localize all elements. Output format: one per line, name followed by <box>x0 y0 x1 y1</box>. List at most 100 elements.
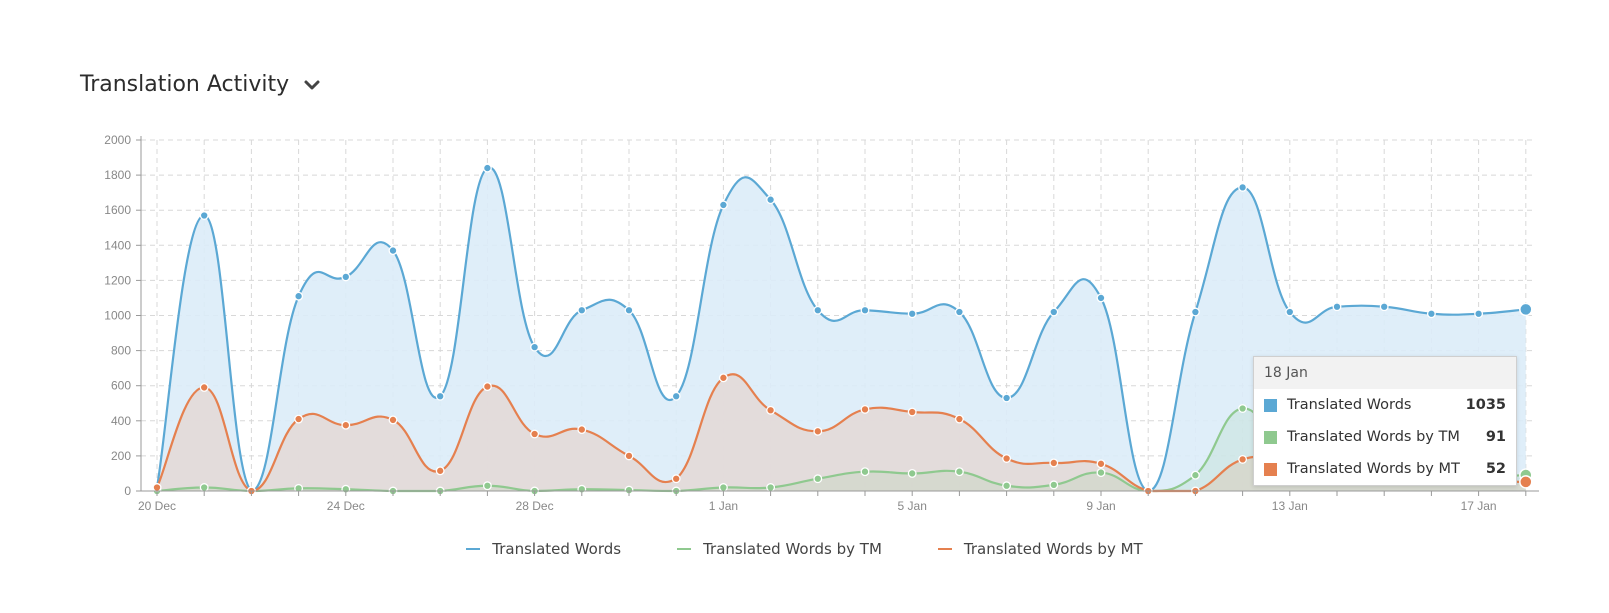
point-translated-words <box>482 163 492 173</box>
point-translated-words-mt <box>624 451 634 461</box>
tooltip-row: Translated Words by MT 52 <box>1254 453 1516 485</box>
y-tick-label: 1400 <box>104 238 131 252</box>
tooltip-row: Translated Words by TM 91 <box>1254 421 1516 453</box>
point-translated-words <box>1285 307 1295 317</box>
point-translated-words-tm <box>766 483 776 492</box>
point-translated-words <box>718 200 728 210</box>
tooltip-label: Translated Words by TM <box>1287 429 1460 445</box>
point-translated-words-tm <box>907 469 917 478</box>
point-translated-words-mt <box>766 405 776 415</box>
legend-label: Translated Words by TM <box>703 540 882 558</box>
point-translated-words <box>1426 309 1436 319</box>
tooltip-date: 18 Jan <box>1254 357 1516 389</box>
point-translated-words-tm <box>1049 480 1059 490</box>
legend-swatch <box>466 548 481 550</box>
x-tick-label: 17 Jan <box>1461 499 1497 513</box>
point-translated-words <box>577 305 587 315</box>
point-translated-words-tm <box>718 483 728 492</box>
point-translated-words <box>1096 293 1106 303</box>
point-translated-words-tm <box>199 483 209 492</box>
point-translated-words-tm <box>813 474 823 484</box>
point-translated-words <box>1049 307 1059 317</box>
point-translated-words-mt <box>577 425 587 435</box>
point-translated-words <box>813 305 823 315</box>
tooltip-value: 91 <box>1485 429 1506 445</box>
point-translated-words <box>860 305 870 315</box>
legend-item-translated-words[interactable]: Translated Words <box>466 540 621 558</box>
tooltip-value: 1035 <box>1465 397 1506 413</box>
point-translated-words <box>907 309 917 319</box>
page-title: Translation Activity <box>80 72 290 97</box>
point-translated-words-mt <box>435 466 445 476</box>
chart-axes: 0 200 400 600 800 1000 1200 1400 1600 1800 2000 20 … <box>104 133 1539 513</box>
point-translated-words <box>530 342 540 352</box>
point-translated-words <box>624 305 634 315</box>
point-translated-words-mt <box>388 415 398 425</box>
point-translated-words <box>1474 309 1484 319</box>
y-tick-label: 1600 <box>104 203 131 217</box>
x-tick-label: 20 Dec <box>138 499 176 513</box>
tooltip-row: Translated Words 1035 <box>1254 389 1516 421</box>
y-tick-label: 600 <box>111 379 131 393</box>
point-translated-words-mt <box>907 407 917 417</box>
point-translated-words-tm <box>1190 470 1200 480</box>
point-translated-words <box>1238 182 1248 192</box>
point-translated-words-mt <box>718 373 728 383</box>
point-translated-words <box>1519 302 1533 317</box>
point-translated-words-tm <box>1096 468 1106 478</box>
point-translated-words <box>1190 307 1200 317</box>
legend-label: Translated Words <box>492 540 622 558</box>
point-translated-words-mt <box>1096 459 1106 469</box>
x-tick-label: 13 Jan <box>1272 499 1308 513</box>
legend-swatch <box>677 548 692 550</box>
point-translated-words <box>1379 302 1389 312</box>
tooltip-swatch <box>1264 398 1277 412</box>
point-translated-words-mt <box>482 382 492 392</box>
x-tick-label: 5 Jan <box>898 499 927 513</box>
point-translated-words <box>435 391 445 401</box>
x-tick-label: 24 Dec <box>327 499 365 513</box>
chevron-down-icon[interactable] <box>303 76 321 94</box>
y-tick-label: 400 <box>111 414 131 428</box>
y-tick-label: 800 <box>111 344 131 358</box>
point-translated-words-mt <box>813 426 823 436</box>
point-translated-words-tm <box>1002 481 1012 491</box>
point-translated-words-tm <box>860 467 870 477</box>
chart-tooltip: 18 Jan Translated Words 1035 Translated … <box>1253 356 1517 486</box>
x-tick-label: 9 Jan <box>1086 499 1115 513</box>
y-tick-label: 0 <box>124 484 131 498</box>
chart-header: Translation Activity <box>80 72 321 97</box>
point-translated-words-mt <box>341 420 351 430</box>
tooltip-value: 52 <box>1485 461 1506 477</box>
point-translated-words <box>1002 393 1012 403</box>
tooltip-swatch <box>1264 430 1277 444</box>
point-translated-words-mt <box>954 414 964 424</box>
legend-item-translated-words-mt[interactable]: Translated Words by MT <box>937 540 1143 558</box>
legend-item-translated-words-tm[interactable]: Translated Words by TM <box>677 540 882 558</box>
point-translated-words <box>294 291 304 301</box>
legend-label: Translated Words by MT <box>963 540 1143 558</box>
y-tick-label: 2000 <box>104 133 131 147</box>
point-translated-words-mt <box>199 383 209 392</box>
y-tick-label: 200 <box>111 449 131 463</box>
tooltip-label: Translated Words <box>1287 397 1412 413</box>
tooltip-label: Translated Words by MT <box>1287 461 1460 477</box>
legend-swatch <box>937 548 952 550</box>
tooltip-swatch <box>1264 462 1277 476</box>
y-tick-label: 1000 <box>104 309 131 323</box>
point-translated-words-mt <box>1519 475 1533 489</box>
point-translated-words-mt <box>530 429 540 439</box>
point-translated-words <box>671 391 681 401</box>
point-translated-words-mt <box>294 414 304 424</box>
point-translated-words-mt <box>671 474 681 484</box>
point-translated-words-tm <box>482 481 492 491</box>
point-translated-words <box>199 211 209 220</box>
point-translated-words <box>1332 302 1342 312</box>
point-translated-words-mt <box>1049 458 1059 468</box>
point-translated-words-mt <box>860 404 870 414</box>
chart-legend: Translated Words Translated Words by TM … <box>0 540 1609 558</box>
x-tick-label: 1 Jan <box>709 499 738 513</box>
point-translated-words <box>341 272 351 282</box>
x-tick-label: 28 Dec <box>516 499 554 513</box>
